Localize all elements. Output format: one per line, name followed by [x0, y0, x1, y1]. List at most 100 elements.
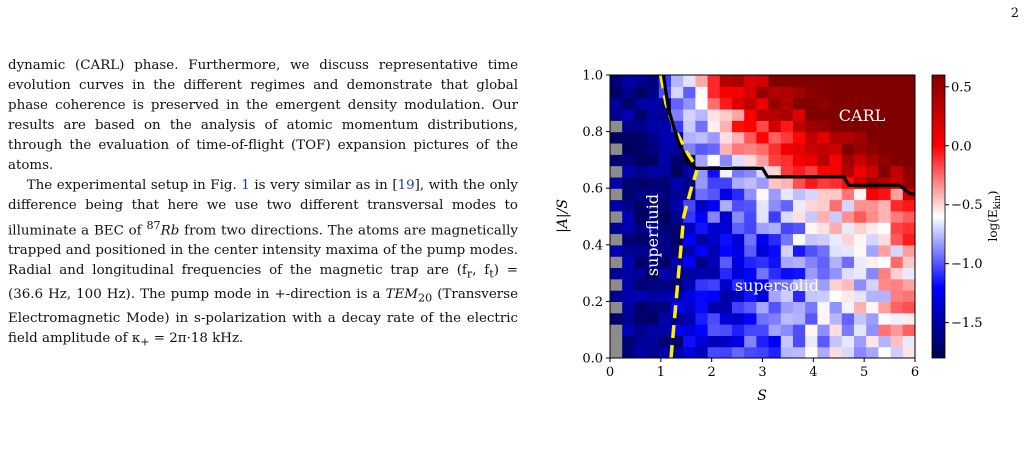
heatmap-cell: [634, 335, 648, 348]
heatmap-cell: [658, 222, 672, 235]
heatmap-cell: [780, 324, 794, 336]
heatmap-cell: [902, 335, 915, 348]
heatmap-cell: [671, 120, 684, 133]
heatmap-cell: [878, 312, 892, 325]
heatmap-cell: [695, 188, 709, 201]
heatmap-cell: [841, 346, 855, 358]
paragraph-2: The experimental setup in Fig. 1 is very…: [8, 176, 518, 352]
heatmap-cell: [890, 267, 904, 280]
heatmap-cell: [854, 222, 867, 235]
heatmap-cell: [634, 142, 648, 155]
heatmap-cell: [829, 312, 843, 325]
heatmap-cell: [683, 165, 696, 178]
heatmap-cell: [658, 244, 672, 257]
citation-link[interactable]: 19: [397, 178, 415, 193]
heatmap-cell: [646, 142, 660, 155]
heatmap-cell: [634, 233, 648, 246]
heatmap-cell: [756, 301, 770, 314]
heatmap-cell: [610, 188, 623, 201]
heatmap-cell: [805, 244, 818, 257]
heatmap-cell: [610, 120, 623, 133]
heatmap-cell: [695, 176, 709, 189]
heatmap-cell: [695, 324, 709, 336]
heatmap-cell: [744, 120, 757, 133]
paragraph-2-text-g: (Transverse Electromagnetic Mode) in s-p…: [8, 287, 518, 346]
heatmap-cell: [719, 120, 733, 133]
heatmap-cell: [866, 290, 879, 302]
region-label-carl: CARL: [839, 106, 886, 125]
heatmap-cell: [854, 108, 867, 121]
heatmap-cell: [829, 222, 843, 235]
heatmap-cell: [878, 108, 892, 121]
heatmap-cell: [756, 346, 770, 358]
heatmap-cell: [695, 312, 709, 325]
heatmap-cell: [646, 244, 660, 257]
heatmap-cell: [634, 131, 648, 144]
heatmap-cell: [658, 335, 672, 348]
heatmap-cell: [805, 290, 818, 302]
heatmap-cell: [805, 120, 818, 133]
heatmap-cell: [866, 176, 879, 189]
heatmap-cell: [780, 290, 794, 302]
heatmap-cell: [829, 97, 843, 110]
heatmap-cell: [841, 210, 855, 223]
heatmap-cell: [695, 210, 709, 223]
heatmap-cell: [634, 290, 648, 302]
heatmap-cell: [854, 165, 867, 178]
heatmap-cell: [841, 312, 855, 325]
heatmap-cell: [732, 290, 745, 302]
heatmap-cell: [610, 75, 623, 87]
heatmap-cell: [841, 267, 855, 280]
heatmap-cell: [707, 188, 721, 201]
heatmap-cell: [817, 210, 831, 223]
heatmap-cell: [829, 244, 843, 257]
heatmap-cell: [817, 267, 831, 280]
heatmap-cell: [646, 278, 660, 291]
heatmap-cell: [610, 346, 623, 358]
heatmap-cell: [610, 97, 623, 110]
heatmap-cell: [780, 154, 794, 167]
heatmap-cell: [719, 267, 733, 280]
heatmap-cell: [610, 290, 623, 302]
heatmap-cell: [719, 290, 733, 302]
x-tick-label: 2: [708, 365, 716, 380]
heatmap-cell: [719, 154, 733, 167]
heatmap-cell: [841, 324, 855, 336]
heatmap-cell: [646, 188, 660, 201]
heatmap-cell: [732, 108, 745, 121]
heatmap-cell: [671, 97, 684, 110]
heatmap-cell: [744, 335, 757, 348]
heatmap-cell: [841, 131, 855, 144]
heatmap-cell: [634, 199, 648, 212]
heatmap-cell: [634, 165, 648, 178]
heatmap-cell: [744, 278, 757, 291]
heatmap-cell: [683, 120, 696, 133]
heatmap-cell: [793, 176, 806, 189]
heatmap-cell: [866, 278, 879, 291]
heatmap-cell: [671, 75, 684, 87]
heatmap-cell: [646, 165, 660, 178]
heatmap-cell: [671, 86, 684, 99]
heatmap-cell: [878, 267, 892, 280]
heatmap-cell: [780, 108, 794, 121]
heatmap-cell: [744, 176, 757, 189]
x-axis-ticks: 0 1 2 3 4 5 6: [606, 358, 919, 380]
figure-link[interactable]: 1: [241, 178, 250, 193]
heatmap-cell: [610, 312, 623, 325]
heatmap-cell: [622, 154, 635, 167]
heatmap-cell: [671, 335, 684, 348]
heatmap-cell: [866, 222, 879, 235]
heatmap-cell: [780, 131, 794, 144]
heatmap-cell: [634, 108, 648, 121]
heatmap-cell: [671, 210, 684, 223]
region-label-superfluid: superfluid: [643, 194, 662, 276]
heatmap-cell: [646, 324, 660, 336]
heatmap-cell: [610, 324, 623, 336]
heatmap-cell: [890, 222, 904, 235]
heatmap-cell: [719, 233, 733, 246]
heatmap-cell: [756, 199, 770, 212]
heatmap-cell: [634, 278, 648, 291]
heatmap-cell: [866, 75, 879, 87]
heatmap-cell: [878, 210, 892, 223]
heatmap-cell: [756, 176, 770, 189]
